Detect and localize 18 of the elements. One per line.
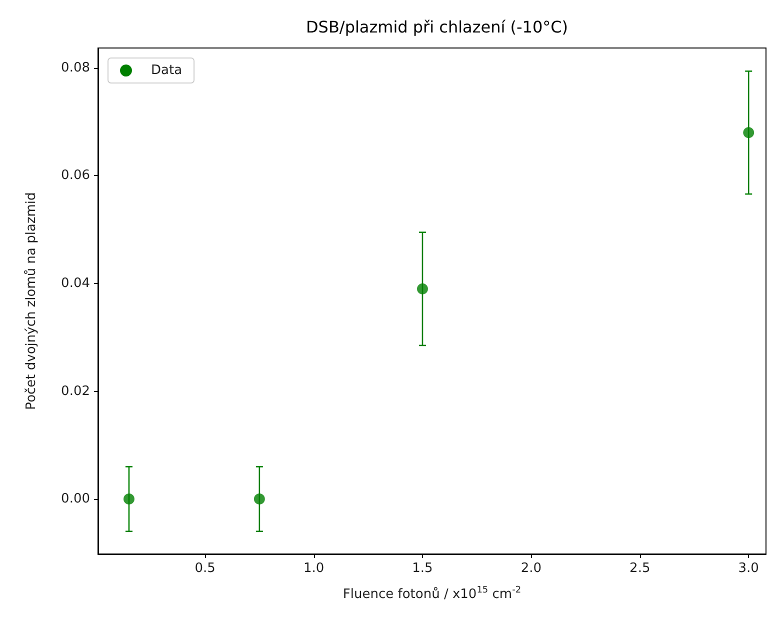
y-axis-title: Počet dvojných zlomů na plazmid [23,192,39,410]
point [254,494,265,505]
chart-title: DSB/plazmid při chlazení (-10°C) [306,18,568,36]
x-tick-label: 0.5 [194,561,216,576]
x-tick-label: 2.5 [630,561,650,576]
x-tick-label: 2.0 [520,561,542,576]
x-tick-label: 1.5 [412,561,433,576]
legend-label: Data [151,63,182,78]
y-tick-label: 0.00 [61,492,90,507]
point [123,494,134,505]
y-tick-label: 0.06 [61,168,90,184]
point [417,283,428,294]
y-tick-label: 0.02 [61,384,90,399]
y-tick-label: 0.04 [61,276,90,291]
y-tick-label: 0.08 [61,60,90,76]
point [743,127,754,138]
x-tick-label: 1.0 [303,561,324,576]
x-tick-label: 3.0 [738,561,759,576]
